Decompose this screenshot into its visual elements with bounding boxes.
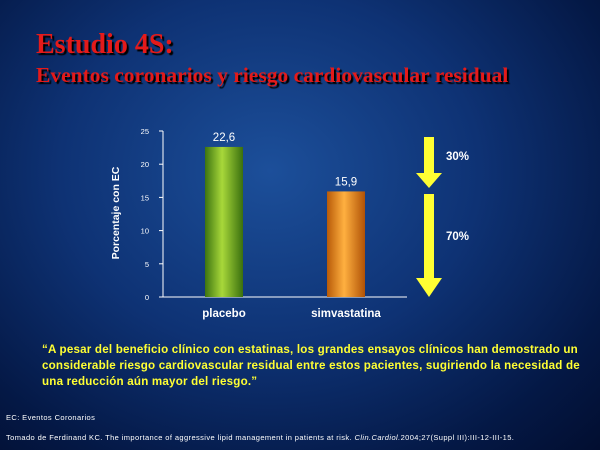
annotation-70-percent: 70%: [446, 231, 469, 243]
x-tick-label-placebo: placebo: [202, 308, 245, 320]
bar-placebo: [205, 146, 243, 297]
bar-simvastatina: [327, 191, 365, 297]
quote-text: “A pesar del beneficio clínico con estat…: [42, 343, 580, 388]
annotation-30-percent: 30%: [446, 151, 469, 163]
y-tick-label: 5: [145, 260, 149, 269]
y-tick-label: 15: [141, 193, 149, 202]
data-label-simvastatina: 15,9: [335, 176, 357, 188]
arrow-bottom-shape: [416, 194, 442, 297]
y-axis-label: Porcentaje con EC: [110, 166, 122, 259]
x-tick-label-simvastatina: simvastatina: [311, 308, 381, 320]
y-tick-label: 20: [141, 160, 149, 169]
arrow-top-shape: [416, 137, 442, 188]
source-journal: Clin.Cardiol.: [354, 433, 401, 442]
source-citation: Tomado de Ferdinand KC. The importance o…: [6, 433, 514, 442]
abbreviation-note: EC: Eventos Coronarios: [6, 413, 96, 422]
y-tick-label: 10: [141, 227, 149, 236]
source-prefix: Tomado de Ferdinand KC. The importance o…: [6, 433, 353, 442]
y-tick-label: 0: [145, 293, 149, 302]
slide-title: Estudio 4S:: [36, 29, 174, 60]
slide-subtitle: Eventos coronarios y riesgo cardiovascul…: [36, 63, 509, 87]
data-label-placebo: 22,6: [213, 132, 235, 144]
y-tick-label: 25: [141, 127, 149, 136]
source-suffix: 2004;27(Suppl III):III-12-III-15.: [400, 433, 515, 442]
